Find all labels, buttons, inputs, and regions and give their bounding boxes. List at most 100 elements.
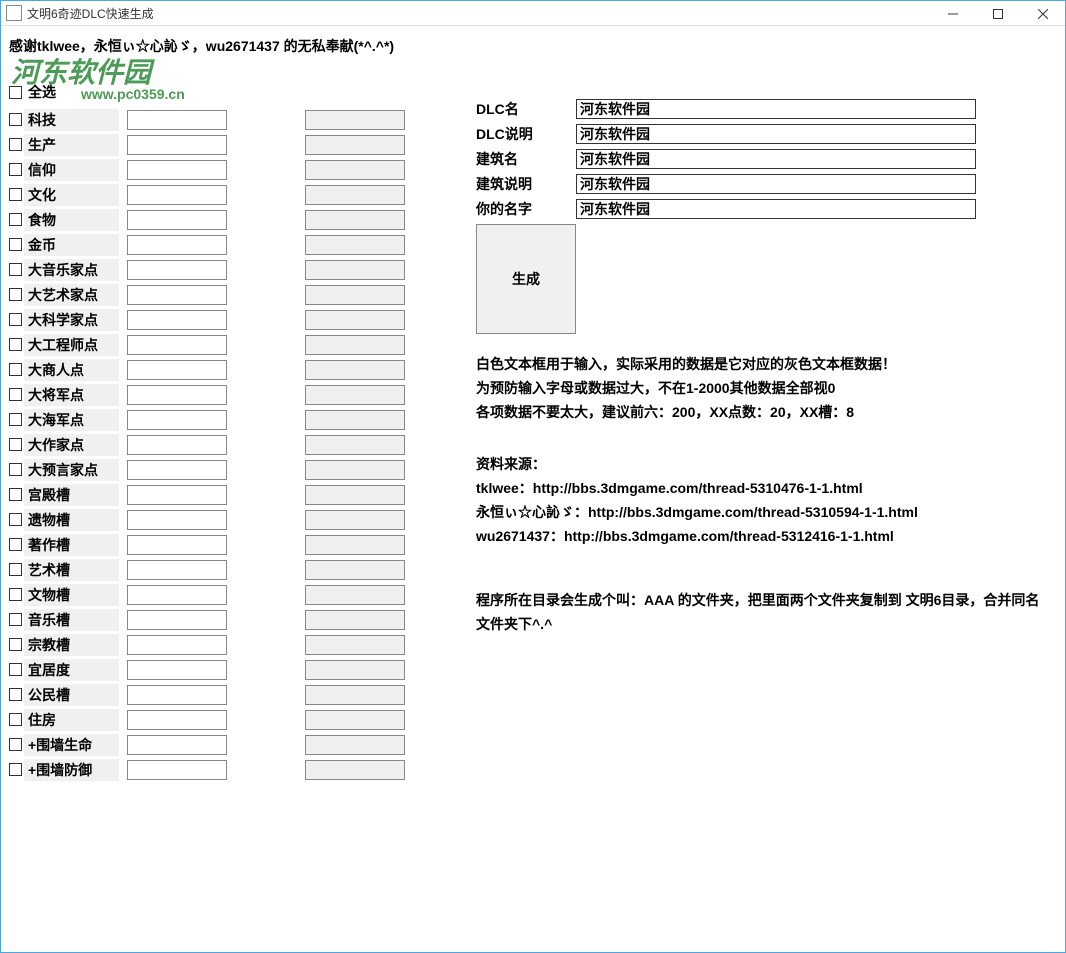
attr-input-white[interactable] [127, 710, 227, 730]
meta-row: 你的名字河东软件园 [476, 196, 1046, 221]
attr-input-white[interactable] [127, 185, 227, 205]
attr-label: 大将军点 [24, 384, 119, 406]
attr-input-white[interactable] [127, 585, 227, 605]
attr-checkbox[interactable] [9, 563, 22, 576]
attr-checkbox[interactable] [9, 538, 22, 551]
attr-row: 金币 [9, 232, 409, 257]
attr-input-white[interactable] [127, 660, 227, 680]
attr-checkbox[interactable] [9, 213, 22, 226]
attr-input-white[interactable] [127, 110, 227, 130]
attr-checkbox[interactable] [9, 138, 22, 151]
attr-input-gray [305, 110, 405, 130]
attr-input-gray [305, 610, 405, 630]
attr-input-white[interactable] [127, 335, 227, 355]
maximize-button[interactable] [975, 1, 1020, 26]
attr-input-white[interactable] [127, 610, 227, 630]
attr-input-gray [305, 510, 405, 530]
attr-input-white[interactable] [127, 160, 227, 180]
attr-checkbox[interactable] [9, 613, 22, 626]
attr-label: 食物 [24, 209, 119, 231]
meta-input[interactable]: 河东软件园 [576, 99, 976, 119]
attr-input-gray [305, 760, 405, 780]
attr-checkbox[interactable] [9, 238, 22, 251]
attr-checkbox[interactable] [9, 588, 22, 601]
attr-input-white[interactable] [127, 210, 227, 230]
final-note: 程序所在目录会生成个叫：AAA 的文件夹，把里面两个文件夹复制到 文明6目录，合… [476, 588, 1046, 636]
attr-input-gray [305, 310, 405, 330]
close-button[interactable] [1020, 1, 1065, 26]
attr-input-white[interactable] [127, 260, 227, 280]
attr-checkbox[interactable] [9, 163, 22, 176]
attr-input-white[interactable] [127, 235, 227, 255]
attr-input-white[interactable] [127, 535, 227, 555]
generate-button[interactable]: 生成 [476, 224, 576, 334]
attr-input-white[interactable] [127, 360, 227, 380]
attr-checkbox[interactable] [9, 188, 22, 201]
attr-checkbox[interactable] [9, 263, 22, 276]
attr-checkbox[interactable] [9, 413, 22, 426]
attr-input-white[interactable] [127, 460, 227, 480]
content-area: 感谢tklwee，永恒ぃ☆心訫ゞ，wu2671437 的无私奉献(*^.^*) … [1, 26, 1065, 71]
attr-row: 住房 [9, 707, 409, 732]
attr-row: 宫殿槽 [9, 482, 409, 507]
attr-row: 大海军点 [9, 407, 409, 432]
meta-input[interactable]: 河东软件园 [576, 124, 976, 144]
attr-input-white[interactable] [127, 285, 227, 305]
attr-checkbox[interactable] [9, 763, 22, 776]
attr-input-white[interactable] [127, 310, 227, 330]
attr-checkbox[interactable] [9, 313, 22, 326]
meta-input[interactable]: 河东软件园 [576, 174, 976, 194]
attr-input-white[interactable] [127, 135, 227, 155]
attr-checkbox[interactable] [9, 113, 22, 126]
attr-checkbox[interactable] [9, 488, 22, 501]
attr-row: 大作家点 [9, 432, 409, 457]
attr-input-gray [305, 685, 405, 705]
attr-input-white[interactable] [127, 560, 227, 580]
attr-row: 宗教槽 [9, 632, 409, 657]
attr-input-white[interactable] [127, 735, 227, 755]
attr-checkbox[interactable] [9, 738, 22, 751]
select-all-checkbox[interactable] [9, 86, 22, 99]
attr-checkbox[interactable] [9, 363, 22, 376]
attr-checkbox[interactable] [9, 688, 22, 701]
attr-input-white[interactable] [127, 385, 227, 405]
attr-label: 大科学家点 [24, 309, 119, 331]
attr-checkbox[interactable] [9, 513, 22, 526]
attr-checkbox[interactable] [9, 713, 22, 726]
attr-label: 大作家点 [24, 434, 119, 456]
meta-input[interactable]: 河东软件园 [576, 199, 976, 219]
attr-row: 遗物槽 [9, 507, 409, 532]
attr-input-gray [305, 460, 405, 480]
attr-input-white[interactable] [127, 760, 227, 780]
attr-row: 大科学家点 [9, 307, 409, 332]
minimize-button[interactable] [930, 1, 975, 26]
meta-label: DLC名 [476, 99, 576, 119]
attr-checkbox[interactable] [9, 288, 22, 301]
attr-input-white[interactable] [127, 410, 227, 430]
attr-input-white[interactable] [127, 485, 227, 505]
attr-label: 大预言家点 [24, 459, 119, 481]
meta-label: 建筑说明 [476, 174, 576, 194]
attr-label: 宫殿槽 [24, 484, 119, 506]
attr-checkbox[interactable] [9, 463, 22, 476]
attr-row: +围墙生命 [9, 732, 409, 757]
attr-checkbox[interactable] [9, 438, 22, 451]
attr-label: +围墙生命 [24, 734, 119, 756]
attr-checkbox[interactable] [9, 388, 22, 401]
meta-input[interactable]: 河东软件园 [576, 149, 976, 169]
attr-input-gray [305, 535, 405, 555]
attr-input-gray [305, 160, 405, 180]
attr-row: 大将军点 [9, 382, 409, 407]
attr-input-white[interactable] [127, 685, 227, 705]
attr-row: 食物 [9, 207, 409, 232]
attr-label: 信仰 [24, 159, 119, 181]
attr-input-white[interactable] [127, 435, 227, 455]
sources-section: 资料来源： tklwee：http://bbs.3dmgame.com/thre… [476, 452, 1046, 548]
attr-input-white[interactable] [127, 635, 227, 655]
right-panel: DLC名河东软件园DLC说明河东软件园建筑名河东软件园建筑说明河东软件园你的名字… [476, 96, 1046, 636]
attr-checkbox[interactable] [9, 638, 22, 651]
attr-row: 科技 [9, 107, 409, 132]
attr-checkbox[interactable] [9, 663, 22, 676]
attr-checkbox[interactable] [9, 338, 22, 351]
attr-input-white[interactable] [127, 510, 227, 530]
